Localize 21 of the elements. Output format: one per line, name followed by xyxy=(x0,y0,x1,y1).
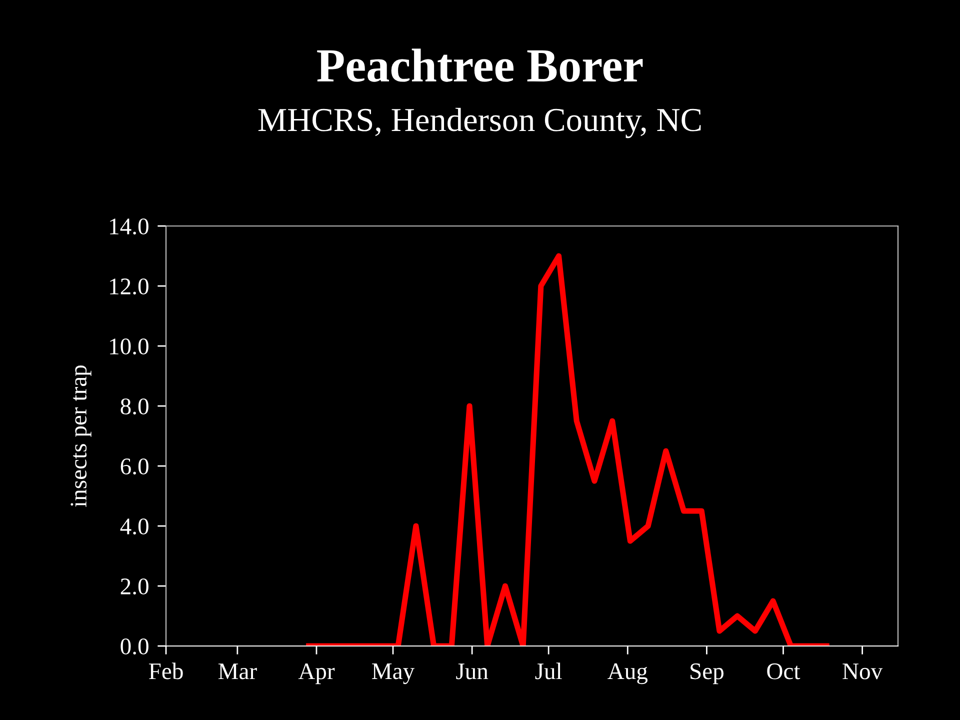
x-tick-label: May xyxy=(372,664,415,684)
x-tick-label: Jun xyxy=(456,664,488,680)
x-tick-label: Oct xyxy=(767,663,800,680)
y-tick-label: 0.0 xyxy=(120,638,148,655)
chart-title: Peachtree Borer xyxy=(317,48,643,82)
y-tick-label: 2.0 xyxy=(120,578,148,595)
x-tick-label: Sep xyxy=(690,663,724,684)
y-axis-title: insects per trap xyxy=(70,365,92,507)
y-tick-label: 8.0 xyxy=(120,398,148,415)
y-tick-label: 10.0 xyxy=(110,338,148,355)
y-tick-label: 14.0 xyxy=(110,218,148,235)
y-tick-label: 12.0 xyxy=(110,278,148,295)
y-tick-label: 6.0 xyxy=(120,458,148,475)
x-tick-label: Nov xyxy=(842,664,883,680)
x-tick-label: Aug xyxy=(608,663,648,684)
x-tick-label: Mar xyxy=(218,664,257,680)
x-tick-label: Jul xyxy=(535,662,562,680)
x-tick-label: Apr xyxy=(298,663,335,684)
chart-subtitle: MHCRS, Henderson County, NC xyxy=(258,108,701,138)
y-tick-label: 4.0 xyxy=(120,518,148,535)
x-tick-label: Feb xyxy=(148,662,183,680)
